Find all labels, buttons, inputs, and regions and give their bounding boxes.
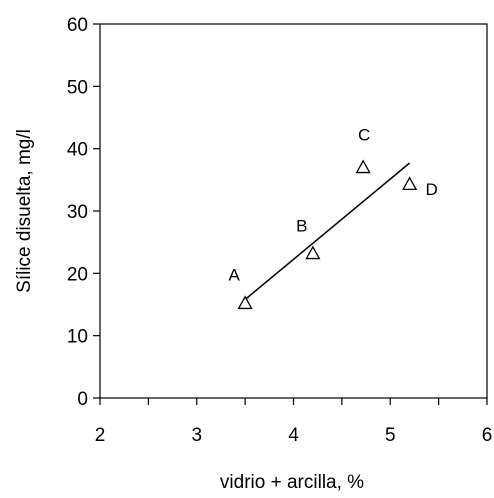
x-tick-label: 5: [385, 425, 396, 446]
y-tick-label: 50: [67, 77, 88, 98]
trendline-group: [244, 162, 411, 301]
y-tick-label: 40: [67, 140, 88, 161]
y-tick-label: 10: [67, 327, 88, 348]
point-label-b: B: [296, 216, 307, 235]
data-point-d: [401, 176, 418, 191]
x-axis: 2 3 4 5 6: [95, 398, 493, 446]
x-axis-title: vidrio + arcilla, %: [220, 472, 364, 493]
x-tick-label: 4: [288, 425, 299, 446]
data-point-b: [305, 245, 321, 260]
point-label-c: C: [358, 125, 370, 144]
y-axis-title: Sílice disuelta, mg/l: [14, 129, 35, 293]
data-point-c: [355, 159, 371, 174]
y-tick-label: 20: [67, 264, 88, 285]
point-label-a: A: [228, 265, 240, 284]
y-tick-label: 30: [67, 202, 88, 223]
x-tick-label: 2: [95, 425, 106, 446]
y-tick-label: 0: [77, 389, 88, 410]
data-point-a: [237, 295, 253, 310]
x-tick-label: 3: [191, 425, 202, 446]
point-label-d: D: [425, 180, 437, 199]
y-tick-label: 60: [67, 15, 88, 36]
trendline: [244, 162, 411, 301]
y-axis: 0 10 20 30 40 50 60: [67, 15, 100, 410]
data-points: A B C D: [228, 125, 438, 310]
x-tick-label: 6: [482, 425, 493, 446]
